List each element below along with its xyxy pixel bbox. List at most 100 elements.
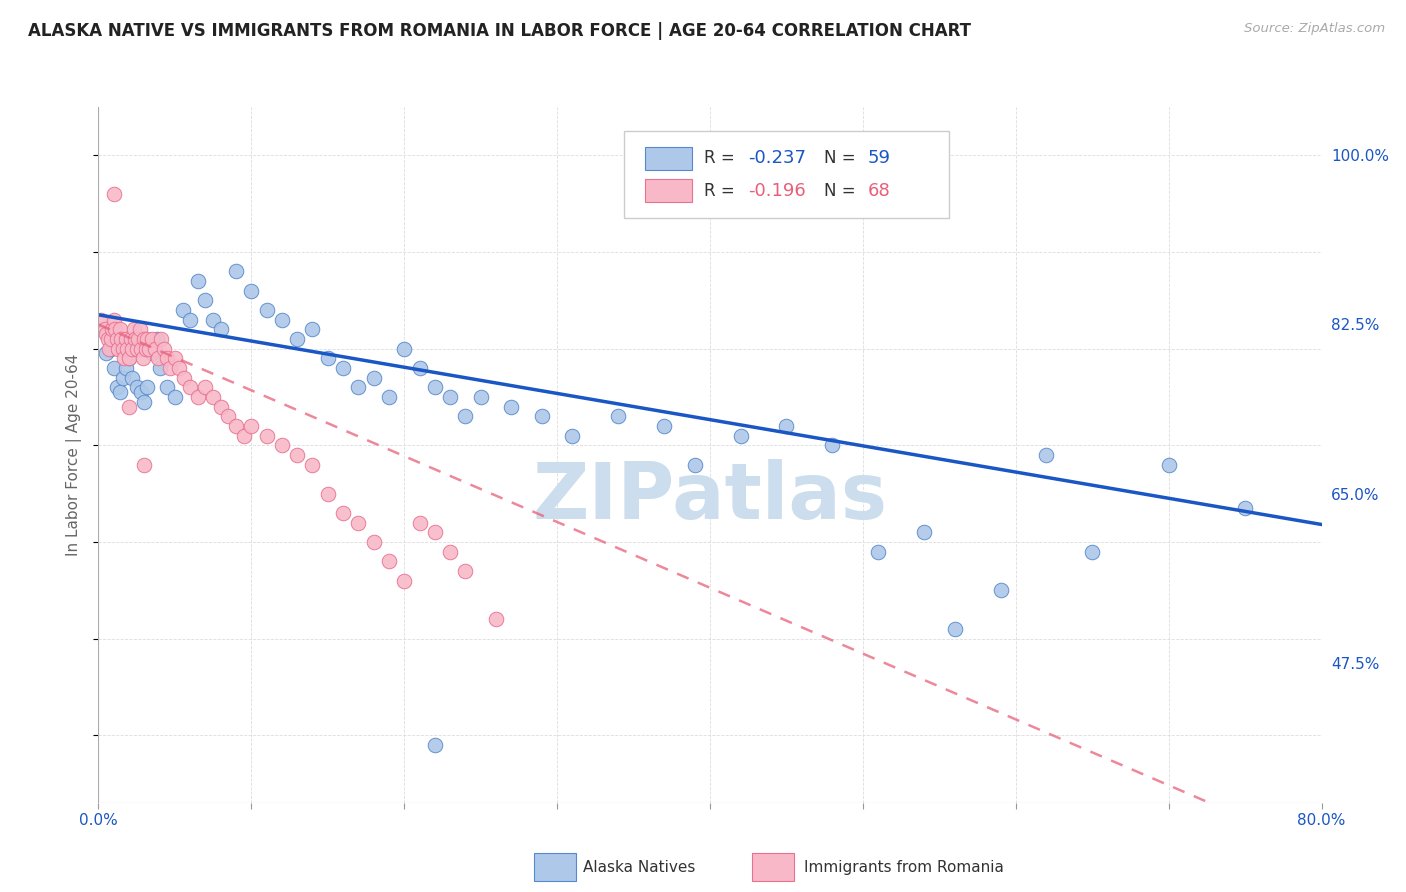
Point (439, 544, 461, 558)
Point (561, 428, 583, 442)
Point (94, 327, 117, 342)
FancyBboxPatch shape (645, 146, 692, 169)
Point (232, 428, 254, 442)
Point (270, 438, 292, 452)
Point (149, 361, 172, 376)
Point (423, 738, 446, 752)
Point (485, 612, 508, 626)
Point (129, 342, 152, 356)
Point (97, 332, 120, 346)
Point (122, 322, 145, 336)
Point (98, 342, 121, 356)
Point (392, 342, 416, 356)
Point (301, 458, 323, 472)
Point (775, 419, 797, 434)
Point (172, 303, 194, 318)
Point (194, 293, 217, 308)
Point (202, 312, 225, 326)
Point (378, 554, 401, 568)
Point (118, 400, 141, 414)
Point (683, 458, 706, 472)
Point (270, 312, 292, 326)
Point (179, 312, 201, 326)
Point (132, 351, 155, 366)
Point (145, 332, 167, 346)
Point (128, 322, 150, 336)
Point (105, 380, 128, 394)
Point (90, 312, 112, 326)
Point (159, 361, 181, 376)
Text: 59: 59 (868, 149, 891, 167)
Point (912, 525, 935, 540)
Point (163, 351, 186, 366)
Point (153, 342, 176, 356)
Point (943, 622, 966, 636)
Text: 68: 68 (868, 182, 890, 200)
Point (103, 312, 125, 326)
Point (103, 187, 125, 202)
Point (1234, 501, 1257, 516)
Point (121, 370, 143, 384)
Text: -0.196: -0.196 (748, 182, 806, 200)
Point (225, 264, 247, 278)
Point (115, 361, 138, 376)
FancyBboxPatch shape (645, 179, 692, 202)
Point (332, 361, 354, 376)
Point (225, 419, 247, 434)
Point (530, 409, 553, 424)
Point (103, 361, 125, 376)
Point (107, 342, 129, 356)
Point (363, 370, 385, 384)
Point (423, 380, 446, 394)
Point (1035, 448, 1057, 462)
Point (1157, 458, 1180, 472)
Point (156, 351, 179, 366)
Point (408, 361, 430, 376)
Point (141, 332, 163, 346)
Point (121, 342, 143, 356)
Point (501, 400, 523, 414)
Point (108, 385, 131, 400)
Point (285, 332, 308, 346)
Point (110, 332, 132, 346)
Point (652, 419, 675, 434)
Point (156, 380, 179, 394)
Point (256, 303, 278, 318)
Y-axis label: In Labor Force | Age 20-64: In Labor Force | Age 20-64 (66, 354, 83, 556)
Point (347, 380, 370, 394)
Point (173, 370, 195, 384)
Point (93, 322, 115, 336)
Point (117, 342, 139, 356)
Point (127, 332, 149, 346)
Point (143, 342, 166, 356)
Point (100, 342, 122, 356)
Text: N =: N = (824, 149, 860, 167)
Point (202, 390, 225, 404)
Point (124, 332, 146, 346)
Point (301, 322, 323, 336)
Point (125, 342, 148, 356)
Text: ZIPatlas: ZIPatlas (533, 458, 887, 534)
Point (118, 351, 141, 366)
Point (454, 409, 477, 424)
Point (378, 390, 401, 404)
Point (150, 332, 173, 346)
Point (868, 544, 890, 558)
Point (129, 385, 152, 400)
Point (316, 486, 339, 500)
Point (112, 351, 135, 366)
Point (316, 351, 339, 366)
Point (194, 380, 217, 394)
Text: N =: N = (824, 182, 860, 200)
Point (134, 394, 156, 409)
Point (134, 332, 156, 346)
Text: ALASKA NATIVE VS IMMIGRANTS FROM ROMANIA IN LABOR FORCE | AGE 20-64 CORRELATION : ALASKA NATIVE VS IMMIGRANTS FROM ROMANIA… (28, 22, 972, 40)
Point (332, 506, 354, 520)
Point (392, 574, 416, 588)
Point (217, 409, 239, 424)
Point (105, 332, 128, 346)
Point (104, 322, 127, 336)
Point (209, 322, 232, 336)
Point (423, 525, 446, 540)
Text: Immigrants from Romania: Immigrants from Romania (804, 860, 1004, 874)
